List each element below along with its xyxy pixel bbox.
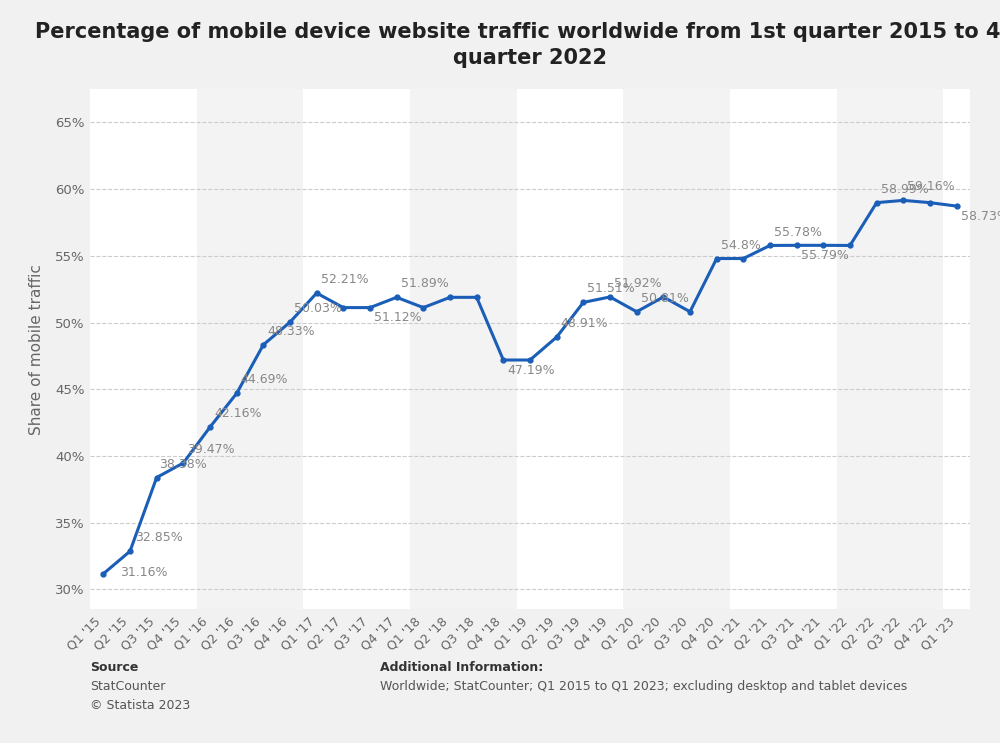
Text: 51.92%: 51.92%	[614, 277, 662, 290]
Text: 55.78%: 55.78%	[774, 226, 822, 239]
Text: 44.69%: 44.69%	[241, 374, 288, 386]
Text: Worldwide; StatCounter; Q1 2015 to Q1 2023; excluding desktop and tablet devices: Worldwide; StatCounter; Q1 2015 to Q1 20…	[380, 680, 907, 692]
Text: StatCounter
© Statista 2023: StatCounter © Statista 2023	[90, 680, 190, 712]
Text: 51.51%: 51.51%	[588, 282, 635, 296]
Text: 59.16%: 59.16%	[908, 181, 955, 193]
Text: Source: Source	[90, 661, 138, 674]
Text: 38.38%: 38.38%	[159, 458, 207, 470]
Text: 51.89%: 51.89%	[401, 277, 449, 291]
Text: 47.19%: 47.19%	[508, 363, 555, 377]
Bar	[837, 89, 943, 609]
Text: 48.91%: 48.91%	[561, 317, 608, 330]
Text: 50.03%: 50.03%	[294, 302, 342, 315]
Text: 32.85%: 32.85%	[136, 531, 183, 545]
Text: 31.16%: 31.16%	[120, 566, 168, 580]
Text: 50.81%: 50.81%	[641, 292, 689, 305]
Text: 51.12%: 51.12%	[374, 311, 422, 324]
Text: 48.33%: 48.33%	[268, 325, 315, 338]
Title: Percentage of mobile device website traffic worldwide from 1st quarter 2015 to 4: Percentage of mobile device website traf…	[35, 22, 1000, 68]
Text: 54.8%: 54.8%	[721, 239, 761, 252]
Bar	[410, 89, 517, 609]
Text: 58.99%: 58.99%	[881, 183, 929, 195]
Text: Additional Information:: Additional Information:	[380, 661, 543, 674]
Bar	[197, 89, 303, 609]
Bar	[623, 89, 730, 609]
Text: 52.21%: 52.21%	[321, 273, 368, 286]
Text: 55.79%: 55.79%	[801, 249, 849, 262]
Text: 39.47%: 39.47%	[187, 443, 235, 456]
Text: 42.16%: 42.16%	[214, 407, 262, 420]
Y-axis label: Share of mobile traffic: Share of mobile traffic	[29, 264, 44, 435]
Text: 58.73%: 58.73%	[961, 210, 1000, 223]
